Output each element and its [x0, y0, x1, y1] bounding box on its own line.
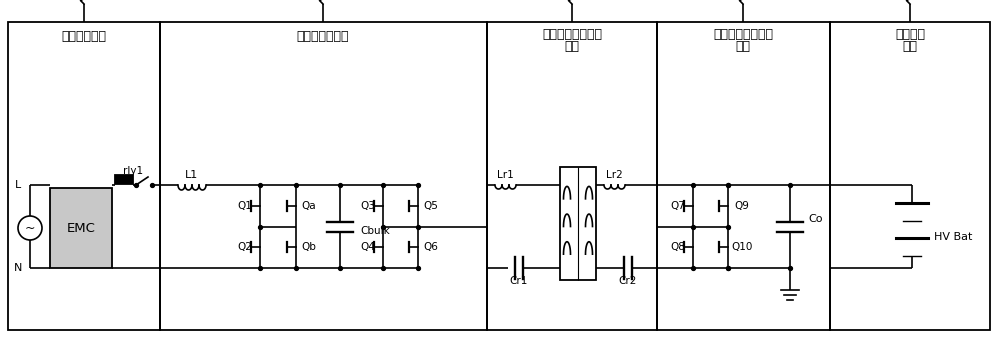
Text: 充电机源边模块: 充电机源边模块 — [297, 29, 349, 42]
Bar — [160, 22, 487, 330]
Text: 模块: 模块 — [902, 40, 918, 52]
Text: Q2: Q2 — [238, 242, 252, 252]
Text: Q1: Q1 — [238, 201, 252, 211]
Text: Qb: Qb — [302, 242, 316, 252]
Text: 变压器及谐振拓扑: 变压器及谐振拓扑 — [542, 28, 602, 40]
Text: 交流电源模块: 交流电源模块 — [62, 29, 106, 42]
Text: 模块: 模块 — [564, 40, 580, 52]
Text: 模块: 模块 — [736, 40, 750, 52]
Bar — [115, 175, 133, 184]
Text: Cbulk: Cbulk — [360, 227, 390, 236]
Text: Cr1: Cr1 — [510, 276, 528, 286]
Text: Q10: Q10 — [731, 242, 753, 252]
Text: 高压电池: 高压电池 — [895, 28, 925, 40]
Text: N: N — [14, 263, 22, 273]
Text: Q4: Q4 — [361, 242, 375, 252]
Text: Q5: Q5 — [424, 201, 438, 211]
Text: Lr2: Lr2 — [606, 170, 622, 180]
Text: Q3: Q3 — [361, 201, 375, 211]
Bar — [657, 22, 830, 330]
Text: L1: L1 — [185, 170, 199, 180]
Bar — [560, 167, 596, 280]
Text: rly1: rly1 — [123, 166, 144, 176]
Text: HV Bat: HV Bat — [934, 233, 972, 242]
Text: Q9: Q9 — [735, 201, 749, 211]
Bar — [487, 22, 657, 330]
Text: Lr1: Lr1 — [497, 170, 513, 180]
Text: L: L — [15, 180, 21, 190]
Text: Qa: Qa — [302, 201, 316, 211]
Text: ~: ~ — [25, 222, 35, 234]
Bar — [830, 22, 990, 330]
Text: EMC: EMC — [67, 222, 95, 234]
Text: Q8: Q8 — [671, 242, 685, 252]
Text: Q6: Q6 — [424, 242, 438, 252]
Text: Cr2: Cr2 — [619, 276, 637, 286]
Bar — [8, 22, 160, 330]
Text: Co: Co — [808, 213, 822, 223]
Text: Q7: Q7 — [671, 201, 685, 211]
Text: 充电机副边高压侧: 充电机副边高压侧 — [713, 28, 773, 40]
Bar — [50, 188, 112, 268]
